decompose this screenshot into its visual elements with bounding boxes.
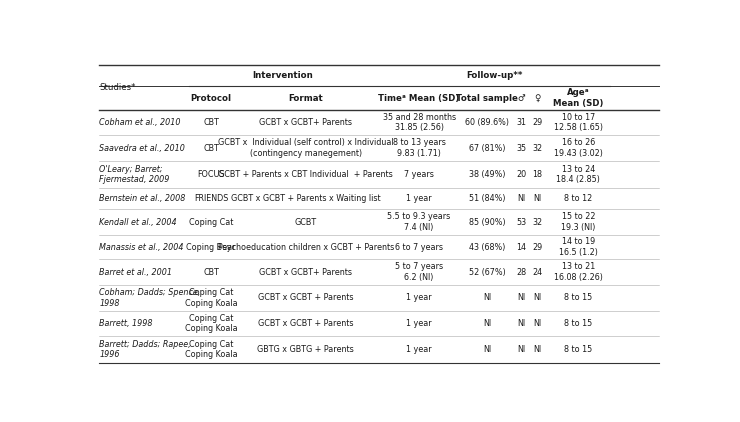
Text: 8 to 13 years
9.83 (1.71): 8 to 13 years 9.83 (1.71) — [393, 138, 445, 158]
Text: CBT: CBT — [204, 268, 219, 276]
Text: 8 to 15: 8 to 15 — [564, 319, 593, 328]
Text: Coping Bear: Coping Bear — [186, 243, 236, 252]
Text: Barrett; Dadds; Rapee,
1996: Barrett; Dadds; Rapee, 1996 — [99, 340, 191, 360]
Text: 67 (81%): 67 (81%) — [469, 144, 505, 153]
Text: 8 to 15: 8 to 15 — [564, 293, 593, 302]
Text: CBT: CBT — [204, 144, 219, 153]
Text: 5 to 7 years
6.2 (NI): 5 to 7 years 6.2 (NI) — [395, 262, 443, 282]
Text: NI: NI — [517, 319, 525, 328]
Text: Coping Cat
Coping Koala: Coping Cat Coping Koala — [185, 314, 238, 333]
Text: Protocol: Protocol — [191, 94, 232, 103]
Text: 20: 20 — [516, 170, 526, 179]
Text: GCBT: GCBT — [295, 218, 317, 227]
Text: 1 year: 1 year — [406, 319, 432, 328]
Text: GBTG x GBTG + Parents: GBTG x GBTG + Parents — [258, 345, 354, 354]
Text: 35: 35 — [516, 144, 526, 153]
Text: 15 to 22
19.3 (NI): 15 to 22 19.3 (NI) — [561, 212, 596, 232]
Text: 18: 18 — [532, 170, 542, 179]
Text: FRIENDS: FRIENDS — [194, 194, 229, 203]
Text: CBT: CBT — [204, 118, 219, 127]
Text: ♂: ♂ — [517, 94, 525, 103]
Text: Manassis et al., 2004: Manassis et al., 2004 — [99, 243, 184, 252]
Text: GCBT x  Individual (self control) x Individual
(contingency manegement): GCBT x Individual (self control) x Indiv… — [218, 138, 394, 158]
Text: 1 year: 1 year — [406, 194, 432, 203]
Text: Barret et al., 2001: Barret et al., 2001 — [99, 268, 172, 276]
Text: GCBT x GCBT+ Parents: GCBT x GCBT+ Parents — [259, 268, 352, 276]
Text: 51 (84%): 51 (84%) — [469, 194, 505, 203]
Text: NI: NI — [483, 345, 491, 354]
Text: GCBT x GCBT + Parents: GCBT x GCBT + Parents — [258, 293, 354, 302]
Text: 13 to 24
18.4 (2.85): 13 to 24 18.4 (2.85) — [556, 165, 600, 184]
Text: 1 year: 1 year — [406, 293, 432, 302]
Text: 16 to 26
19.43 (3.02): 16 to 26 19.43 (3.02) — [554, 138, 602, 158]
Text: NI: NI — [517, 345, 525, 354]
Text: 32: 32 — [532, 144, 542, 153]
Text: NI: NI — [534, 293, 542, 302]
Text: Cobham et al., 2010: Cobham et al., 2010 — [99, 118, 181, 127]
Text: Format: Format — [289, 94, 323, 103]
Text: 52 (67%): 52 (67%) — [468, 268, 505, 276]
Text: 14: 14 — [517, 243, 526, 252]
Text: Ageᵃ
Mean (SD): Ageᵃ Mean (SD) — [553, 88, 603, 108]
Text: Total sample: Total sample — [456, 94, 518, 103]
Text: FOCUS: FOCUS — [198, 170, 225, 179]
Text: Bernstein et al., 2008: Bernstein et al., 2008 — [99, 194, 186, 203]
Text: 14 to 19
16.5 (1.2): 14 to 19 16.5 (1.2) — [559, 237, 598, 257]
Text: Studies*: Studies* — [99, 83, 135, 92]
Text: Follow-up**: Follow-up** — [465, 71, 522, 80]
Text: Psychoeducation children x GCBT + Parents: Psychoeducation children x GCBT + Parent… — [218, 243, 394, 252]
Text: O'Leary; Barret;
Fjermestad, 2009: O'Leary; Barret; Fjermestad, 2009 — [99, 165, 169, 184]
Text: 35 and 28 months
31.85 (2.56): 35 and 28 months 31.85 (2.56) — [383, 113, 456, 133]
Text: NI: NI — [517, 293, 525, 302]
Text: Kendall et al., 2004: Kendall et al., 2004 — [99, 218, 177, 227]
Text: 7 years: 7 years — [404, 170, 434, 179]
Text: 85 (90%): 85 (90%) — [468, 218, 505, 227]
Text: GCBT x GCBT + Parents x Waiting list: GCBT x GCBT + Parents x Waiting list — [231, 194, 380, 203]
Text: GCBT x GCBT + Parents: GCBT x GCBT + Parents — [258, 319, 354, 328]
Text: Intervention: Intervention — [252, 71, 313, 80]
Text: ♀: ♀ — [534, 94, 540, 103]
Text: 43 (68%): 43 (68%) — [469, 243, 505, 252]
Text: GCBT x GCBT+ Parents: GCBT x GCBT+ Parents — [259, 118, 352, 127]
Text: Coping Cat: Coping Cat — [189, 218, 233, 227]
Text: Cobham; Dadds; Spence,
1998: Cobham; Dadds; Spence, 1998 — [99, 288, 201, 308]
Text: Barrett, 1998: Barrett, 1998 — [99, 319, 153, 328]
Text: 29: 29 — [532, 118, 542, 127]
Text: 38 (49%): 38 (49%) — [469, 170, 505, 179]
Text: Coping Cat
Coping Koala: Coping Cat Coping Koala — [185, 288, 238, 308]
Text: 29: 29 — [532, 243, 542, 252]
Text: 13 to 21
16.08 (2.26): 13 to 21 16.08 (2.26) — [554, 262, 602, 282]
Text: NI: NI — [534, 194, 542, 203]
Text: 8 to 12: 8 to 12 — [564, 194, 593, 203]
Text: 53: 53 — [516, 218, 526, 227]
Text: Coping Cat
Coping Koala: Coping Cat Coping Koala — [185, 340, 238, 360]
Text: 31: 31 — [517, 118, 526, 127]
Text: Timeᵃ Mean (SD): Timeᵃ Mean (SD) — [378, 94, 460, 103]
Text: 5.5 to 9.3 years
7.4 (NI): 5.5 to 9.3 years 7.4 (NI) — [388, 212, 451, 232]
Text: NI: NI — [534, 319, 542, 328]
Text: NI: NI — [483, 319, 491, 328]
Text: NI: NI — [483, 293, 491, 302]
Text: NI: NI — [517, 194, 525, 203]
Text: 60 (89.6%): 60 (89.6%) — [465, 118, 509, 127]
Text: 6 to 7 years: 6 to 7 years — [395, 243, 443, 252]
Text: NI: NI — [534, 345, 542, 354]
Text: 8 to 15: 8 to 15 — [564, 345, 593, 354]
Text: 32: 32 — [532, 218, 542, 227]
Text: GCBT + Parents x CBT Individual  + Parents: GCBT + Parents x CBT Individual + Parent… — [218, 170, 393, 179]
Text: 1 year: 1 year — [406, 345, 432, 354]
Text: 10 to 17
12.58 (1.65): 10 to 17 12.58 (1.65) — [554, 113, 603, 133]
Text: 24: 24 — [532, 268, 542, 276]
Text: Saavedra et al., 2010: Saavedra et al., 2010 — [99, 144, 185, 153]
Text: 28: 28 — [516, 268, 526, 276]
